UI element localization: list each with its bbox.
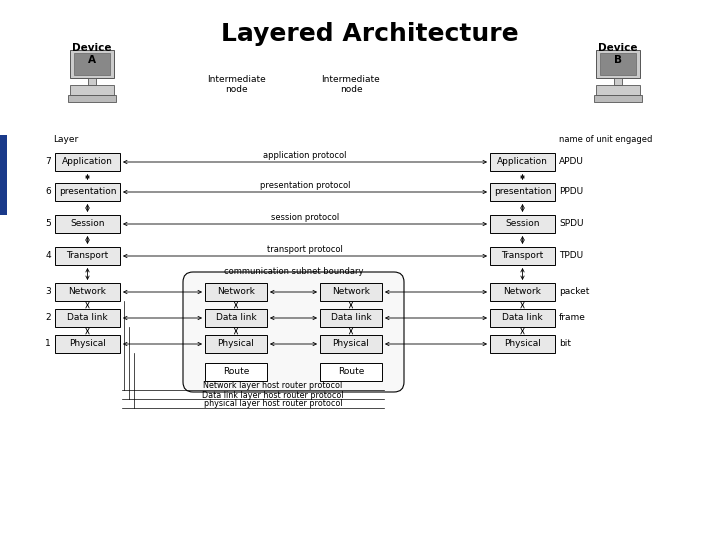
Bar	[55, 183, 120, 201]
Bar	[614, 78, 622, 85]
Text: Intermediate
node: Intermediate node	[207, 75, 266, 94]
Bar	[490, 335, 555, 353]
Text: Device
B: Device B	[598, 43, 638, 65]
Text: communication subnet boundary: communication subnet boundary	[224, 267, 364, 275]
Text: presentation protocol: presentation protocol	[260, 180, 350, 190]
Text: Data link: Data link	[67, 314, 108, 322]
Text: Physical: Physical	[217, 340, 254, 348]
Text: Data link layer host router protocol: Data link layer host router protocol	[202, 390, 344, 400]
Text: Layer: Layer	[53, 136, 78, 145]
Text: Session: Session	[505, 219, 540, 228]
Text: Network: Network	[217, 287, 255, 296]
Text: Transport: Transport	[66, 252, 109, 260]
Text: Intermediate
node: Intermediate node	[322, 75, 380, 94]
Text: presentation: presentation	[59, 187, 116, 197]
Text: frame: frame	[559, 314, 586, 322]
Bar	[490, 309, 555, 327]
Bar	[55, 283, 120, 301]
Bar	[320, 335, 382, 353]
Bar	[55, 247, 120, 265]
Text: Layered Architecture: Layered Architecture	[221, 22, 519, 46]
Text: physical layer host router protocol: physical layer host router protocol	[204, 400, 342, 408]
Text: Session: Session	[71, 219, 104, 228]
Text: Device
A: Device A	[72, 43, 112, 65]
Bar	[88, 78, 96, 85]
Text: presentation: presentation	[494, 187, 552, 197]
Text: 2: 2	[45, 314, 51, 322]
Text: Route: Route	[338, 368, 364, 376]
Bar	[596, 50, 640, 78]
Bar	[600, 53, 636, 75]
Bar	[55, 309, 120, 327]
Bar	[55, 153, 120, 171]
Text: 3: 3	[45, 287, 51, 296]
Text: PPDU: PPDU	[559, 187, 583, 197]
Text: Application: Application	[497, 158, 548, 166]
Text: APDU: APDU	[559, 158, 584, 166]
Bar	[490, 247, 555, 265]
Text: 7: 7	[45, 158, 51, 166]
Text: TPDU: TPDU	[559, 252, 583, 260]
Text: SPDU: SPDU	[559, 219, 583, 228]
Bar	[320, 283, 382, 301]
Bar	[205, 335, 267, 353]
Text: Network: Network	[332, 287, 370, 296]
Text: name of unit engaged: name of unit engaged	[559, 136, 652, 145]
Bar	[70, 85, 114, 95]
Text: packet: packet	[559, 287, 590, 296]
Bar	[320, 363, 382, 381]
Text: transport protocol: transport protocol	[267, 245, 343, 253]
Bar	[490, 183, 555, 201]
Bar	[594, 95, 642, 102]
Text: Data link: Data link	[502, 314, 543, 322]
Text: bit: bit	[559, 340, 571, 348]
Bar	[320, 309, 382, 327]
FancyBboxPatch shape	[183, 272, 404, 392]
Text: 1: 1	[45, 340, 51, 348]
Bar	[205, 283, 267, 301]
Text: 4: 4	[45, 252, 51, 260]
Text: Physical: Physical	[504, 340, 541, 348]
Text: 5: 5	[45, 219, 51, 228]
Bar	[55, 335, 120, 353]
Bar	[596, 85, 640, 95]
Bar	[490, 283, 555, 301]
Bar	[74, 53, 110, 75]
Text: Transport: Transport	[501, 252, 544, 260]
Text: Route: Route	[222, 368, 249, 376]
Text: Physical: Physical	[69, 340, 106, 348]
Text: Data link: Data link	[330, 314, 372, 322]
Text: session protocol: session protocol	[271, 213, 339, 221]
Text: Network: Network	[503, 287, 541, 296]
Text: Physical: Physical	[333, 340, 369, 348]
Bar	[70, 50, 114, 78]
Text: Network layer host router protocol: Network layer host router protocol	[203, 381, 343, 390]
Bar	[55, 215, 120, 233]
Text: application protocol: application protocol	[264, 151, 347, 159]
Bar	[490, 215, 555, 233]
Bar	[205, 309, 267, 327]
Text: Network: Network	[68, 287, 107, 296]
Text: Application: Application	[62, 158, 113, 166]
Text: Data link: Data link	[216, 314, 256, 322]
Bar	[205, 363, 267, 381]
Bar	[0, 135, 7, 215]
Text: 6: 6	[45, 187, 51, 197]
Bar	[68, 95, 116, 102]
Bar	[490, 153, 555, 171]
